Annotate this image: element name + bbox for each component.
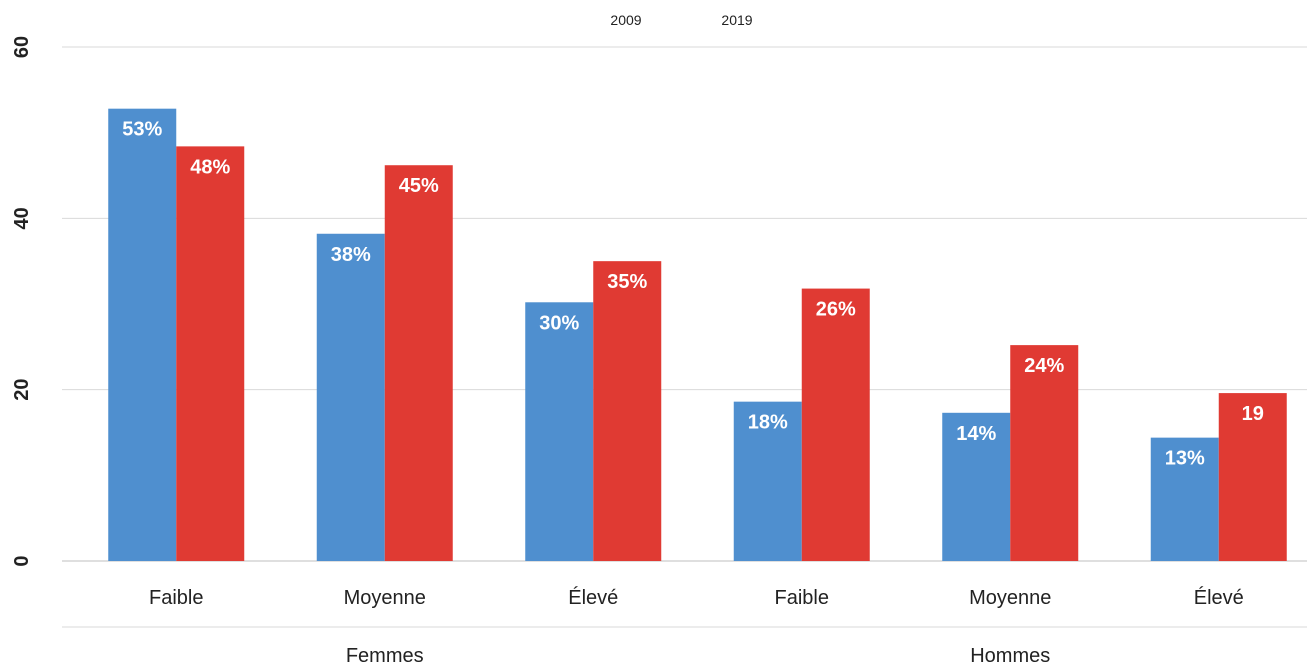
data-label: 19: [1242, 403, 1264, 425]
data-label: 24%: [1024, 355, 1064, 377]
data-labels: 53% 48% 38% 45% 30% 35% 18% 26% 14% 24% 13% 19: [122, 119, 1264, 470]
data-label: 35%: [607, 271, 647, 293]
bar-2019-4[interactable]: [1010, 345, 1079, 561]
x-axis-ticks: Faible Moyenne Élevé Faible Moyenne Élevé: [149, 586, 1244, 609]
group-label: Hommes: [970, 645, 1050, 664]
data-label: 53%: [122, 119, 162, 141]
data-label: 14%: [956, 423, 996, 445]
y-tick-label: 40: [11, 207, 33, 229]
y-tick-label: 0: [11, 555, 33, 566]
data-label: 38%: [331, 244, 371, 266]
gridlines: [62, 46, 1307, 562]
x-tick-label: Faible: [149, 587, 203, 609]
bar-2009-1[interactable]: [316, 233, 385, 561]
bar-2019-0[interactable]: [176, 146, 245, 561]
data-label: 26%: [816, 299, 856, 321]
bars: [108, 108, 1287, 562]
y-tick-label: 20: [11, 379, 33, 401]
bar-2009-5[interactable]: [1150, 437, 1219, 561]
group-label: Femmes: [346, 645, 424, 664]
bar-2009-0[interactable]: [108, 108, 177, 562]
bar-2009-4[interactable]: [942, 412, 1011, 561]
data-label: 13%: [1165, 448, 1205, 470]
y-tick-label: 60: [11, 36, 33, 58]
bar-2009-2[interactable]: [525, 302, 594, 561]
legend-item-2019[interactable]: 2019: [721, 12, 752, 28]
bar-2019-2[interactable]: [593, 261, 662, 561]
bar-2019-1[interactable]: [384, 165, 453, 561]
x-axis-groups: Femmes Hommes: [62, 626, 1307, 664]
data-label: 45%: [399, 175, 439, 197]
data-label: 30%: [539, 312, 579, 334]
legend-item-2009[interactable]: 2009: [610, 12, 641, 28]
data-label: 48%: [190, 156, 230, 178]
legend[interactable]: 2009 2019: [610, 12, 752, 28]
x-tick-label: Faible: [775, 587, 829, 609]
y-axis-ticks: 0 20 40 60: [11, 36, 33, 567]
data-label: 18%: [748, 412, 788, 434]
x-tick-label: Élevé: [568, 586, 618, 609]
bar-2009-3[interactable]: [733, 401, 802, 561]
x-tick-label: Élevé: [1194, 586, 1244, 609]
bar-2019-5[interactable]: [1218, 393, 1287, 561]
x-tick-label: Moyenne: [344, 587, 426, 609]
bar-2019-3[interactable]: [801, 288, 870, 561]
x-tick-label: Moyenne: [969, 587, 1051, 609]
